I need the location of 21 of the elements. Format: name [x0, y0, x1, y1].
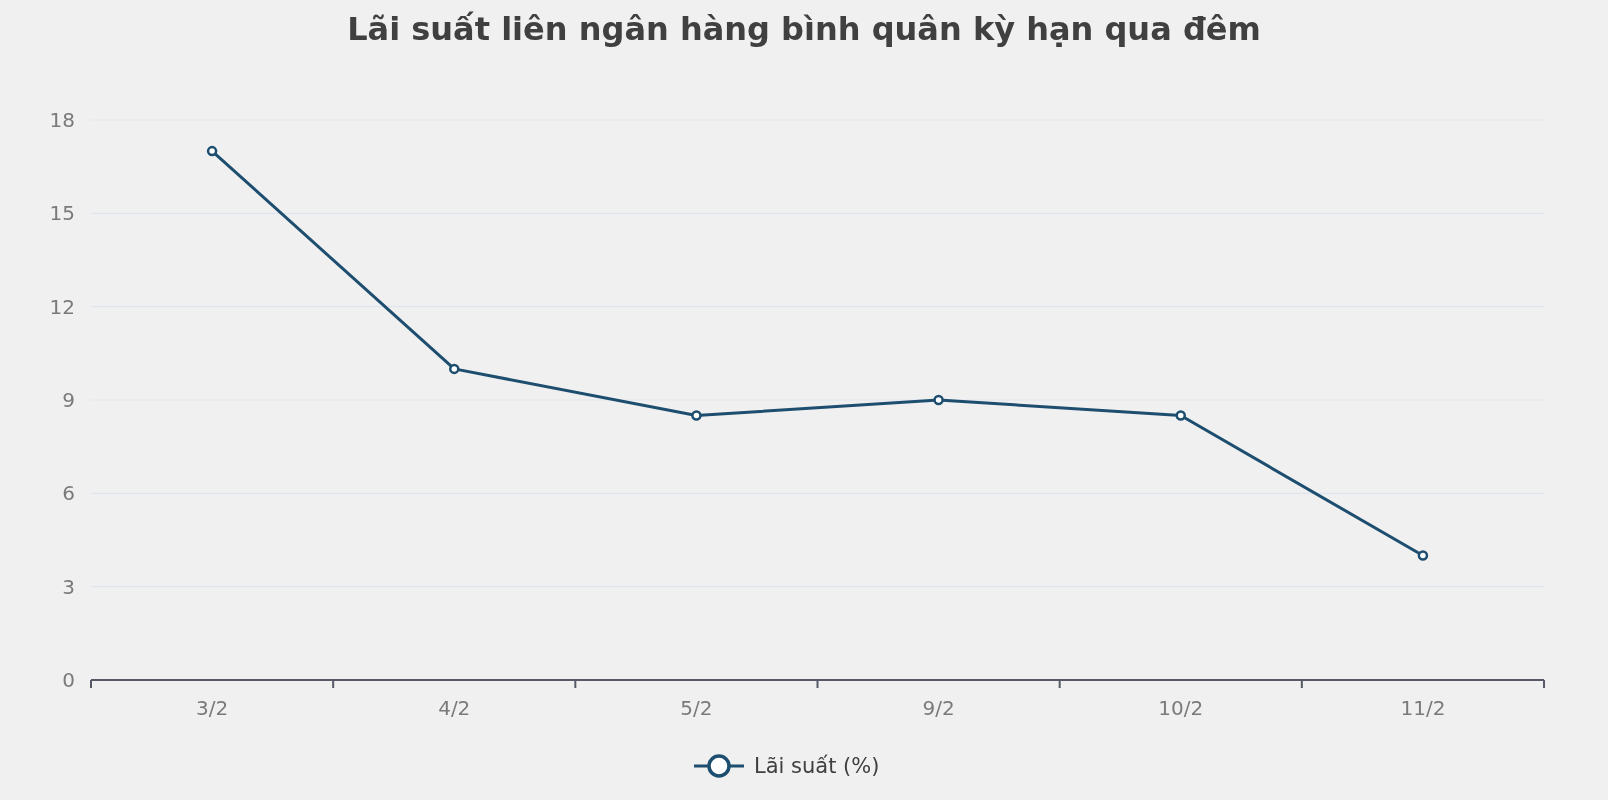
y-tick-label: 12 [49, 294, 75, 319]
y-tick-label: 3 [62, 574, 75, 599]
point [691, 410, 702, 421]
x-tick-label: 11/2 [1400, 696, 1446, 720]
point [206, 145, 218, 157]
chart-title: Lãi suất liên ngân hàng bình quân kỳ hạn qua đêm [347, 10, 1261, 48]
y-tick-label: 15 [49, 201, 75, 226]
x-tick-label: 4/2 [438, 696, 471, 720]
x-tick-label: 3/2 [195, 696, 229, 720]
point [1175, 410, 1186, 421]
point [933, 394, 944, 406]
x-tick-label: 5/2 [680, 696, 713, 720]
x-tick-label: 10/2 [1158, 696, 1204, 720]
y-tick-label: 0 [62, 668, 75, 692]
y-tick-label: 9 [62, 388, 75, 412]
point [1417, 550, 1429, 561]
legend-label: Lãi suất (%) [754, 754, 880, 779]
x-tick-label: 9/2 [922, 696, 955, 720]
y-tick-label: 18 [49, 108, 75, 132]
point [449, 363, 460, 375]
y-tick-label: 6 [62, 481, 75, 506]
